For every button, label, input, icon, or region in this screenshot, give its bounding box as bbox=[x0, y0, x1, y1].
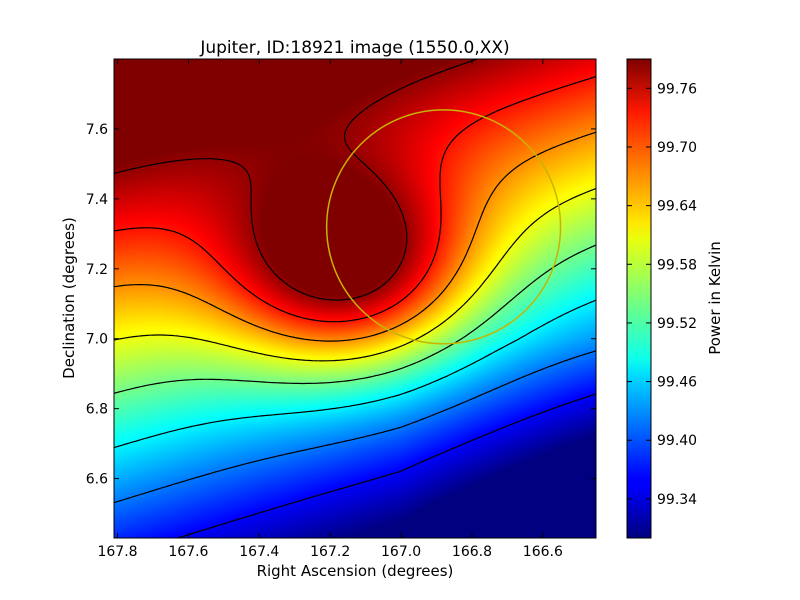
contour-line bbox=[114, 131, 596, 342]
y-tick-label: 7.6 bbox=[86, 122, 108, 138]
colorbar-tick-label: 99.46 bbox=[657, 375, 697, 391]
contour-line bbox=[114, 299, 596, 449]
chart-title: Jupiter, ID:18921 image (1550.0,XX) bbox=[199, 38, 509, 58]
y-tick-label: 7.0 bbox=[86, 332, 108, 348]
colorbar-tick-label: 99.70 bbox=[657, 140, 697, 156]
x-tick-label: 166.8 bbox=[452, 544, 492, 560]
colorbar-ticks: 99.34 99.40 99.46 99.52 99.58 99.64 99.70 99.76 bbox=[627, 81, 697, 508]
y-tick-label: 6.8 bbox=[86, 402, 108, 418]
contour-line bbox=[114, 76, 596, 323]
y-axis-ticks: 6.6 6.8 7.0 7.2 7.4 7.6 bbox=[86, 122, 596, 488]
beam-circle bbox=[325, 109, 562, 345]
colorbar-tick-label: 99.40 bbox=[657, 433, 697, 449]
beam-circle-outline bbox=[325, 109, 562, 345]
x-tick-label: 167.4 bbox=[239, 544, 279, 560]
colorbar-tick-label: 99.34 bbox=[657, 492, 697, 508]
contour-line bbox=[114, 350, 596, 504]
x-tick-label: 167.8 bbox=[97, 544, 137, 560]
y-tick-label: 6.6 bbox=[86, 472, 108, 488]
contour-line bbox=[177, 393, 596, 538]
x-tick-label: 167.2 bbox=[310, 544, 350, 560]
contour-line bbox=[114, 59, 478, 301]
colorbar-tick-label: 99.76 bbox=[657, 81, 697, 97]
x-tick-label: 166.6 bbox=[523, 544, 563, 560]
colorbar-tick-label: 99.58 bbox=[657, 257, 697, 273]
y-axis-label: Declination (degrees) bbox=[60, 217, 78, 379]
colorbar: 99.34 99.40 99.46 99.52 99.58 99.64 99.70 99.76… bbox=[626, 58, 724, 539]
colorbar-tick-label: 99.52 bbox=[657, 316, 697, 332]
x-axis-ticks: 167.8 167.6 167.4 167.2 167.0 166.8 166.6 bbox=[97, 59, 563, 560]
plot-frame bbox=[113, 58, 597, 539]
x-axis-label: Right Ascension (degrees) bbox=[257, 562, 454, 580]
colorbar-tick-label: 99.64 bbox=[657, 199, 697, 215]
colorbar-gradient bbox=[626, 58, 652, 539]
x-tick-label: 167.6 bbox=[168, 544, 208, 560]
y-tick-label: 7.2 bbox=[86, 262, 108, 278]
colorbar-label: Power in Kelvin bbox=[706, 241, 724, 355]
heatmap-plot bbox=[113, 58, 597, 539]
x-tick-label: 167.0 bbox=[381, 544, 421, 560]
y-tick-label: 7.4 bbox=[86, 192, 108, 208]
